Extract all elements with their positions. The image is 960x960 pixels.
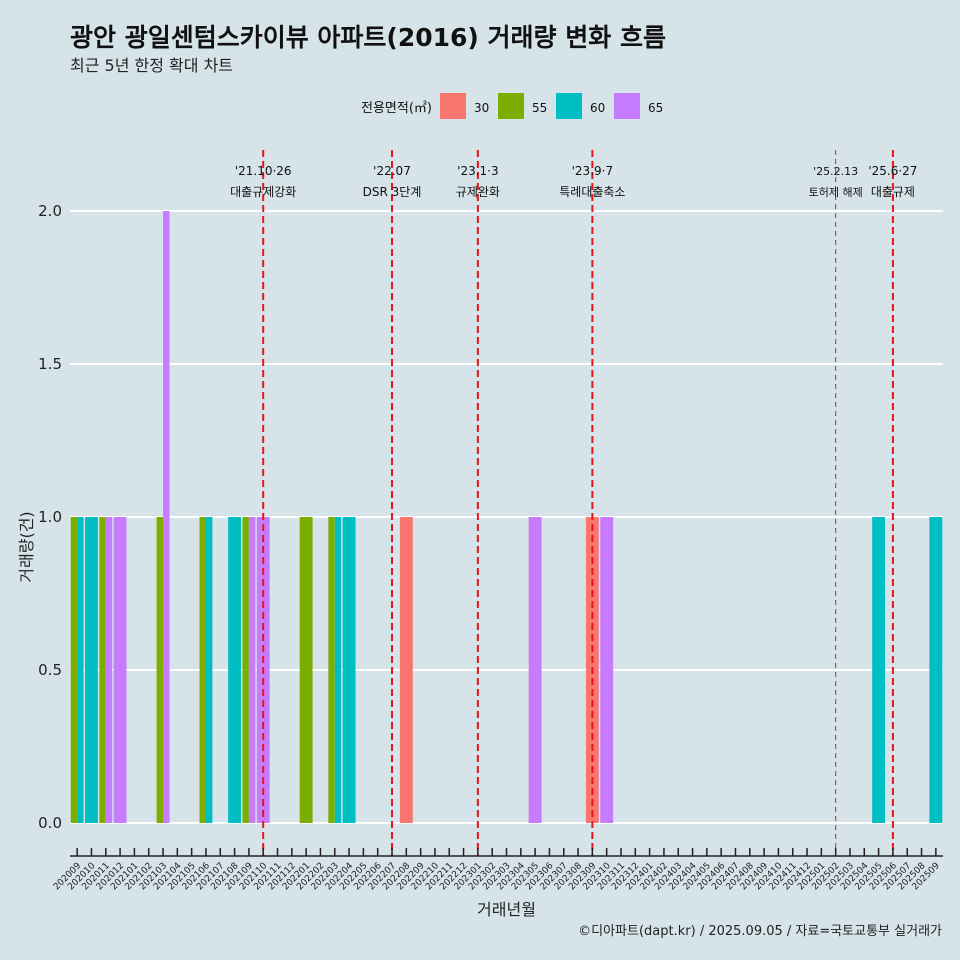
bar-202203-55	[328, 517, 335, 823]
axes: 2020092020102020112020122021012021022021…	[52, 848, 943, 892]
bar-202010-60	[85, 517, 98, 823]
event-date-label: '25.6·27	[868, 164, 917, 178]
y-axis-title: 거래량(건)	[17, 511, 36, 582]
event-date-label: '22.07	[373, 164, 411, 178]
bar-202505-60	[872, 517, 886, 823]
bar-202509-60	[929, 517, 943, 823]
bar-202106-55	[199, 517, 206, 823]
event-name-label: 특례대출축소	[559, 185, 625, 199]
bar-202106-60	[205, 517, 213, 823]
bar-202011-55	[99, 517, 106, 823]
legend-label: 65	[648, 101, 663, 115]
bar-202012-65	[113, 517, 127, 823]
chart-title: 광안 광일센텀스카이뷰 아파트(2016) 거래량 변화 흐름	[70, 23, 666, 52]
y-tick-label: 0.0	[38, 814, 62, 832]
event-date-label: '21.10·26	[235, 164, 292, 178]
legend-key-65	[614, 93, 640, 119]
bar-202103-55	[156, 517, 164, 823]
bar-202108-60	[228, 517, 242, 823]
event-date-label: '23.1·3	[457, 164, 498, 178]
legend-key-55	[498, 93, 524, 119]
bar-202204-60	[342, 517, 356, 823]
source-caption: ©디아파트(dapt.kr) / 2025.09.05 / 자료=국토교통부 실…	[578, 924, 942, 939]
event-name-label: DSR 3단계	[363, 185, 422, 199]
y-tick-label: 2.0	[38, 202, 62, 220]
legend-key-30	[440, 93, 466, 119]
y-tick-label: 0.5	[38, 661, 62, 679]
bar-202109-65	[248, 517, 256, 823]
bar-202201-55	[299, 517, 313, 823]
bar-202305-65	[528, 517, 542, 823]
event-name-label: 토허제 해제	[809, 185, 863, 199]
bar-202009-55	[70, 517, 78, 823]
legend-label: 60	[590, 101, 605, 115]
legend-key-60	[556, 93, 582, 119]
bars	[70, 211, 943, 823]
bar-202208-30	[399, 517, 413, 823]
bar-202109-55	[242, 517, 249, 823]
y-tick-label: 1.0	[38, 508, 62, 526]
legend: 전용면적(㎡) 30 55 60 65	[361, 93, 663, 119]
bar-202203-60	[334, 517, 342, 823]
bar-202009-60	[77, 517, 84, 823]
grid-lines: 0.0 0.5 1.0 1.5 2.0	[38, 202, 943, 832]
legend-title: 전용면적(㎡)	[361, 101, 432, 116]
legend-label: 30	[474, 101, 489, 115]
chart-subtitle: 최근 5년 한정 확대 차트	[70, 56, 234, 75]
legend-label: 55	[532, 101, 547, 115]
event-name-label: 규제완화	[456, 185, 500, 199]
bar-202103-65	[163, 211, 170, 823]
event-date-label: '25.2.13	[813, 165, 858, 178]
x-axis-title: 거래년월	[477, 900, 536, 919]
event-date-label: '23.9·7	[572, 164, 613, 178]
event-name-label: 대출규제	[871, 185, 915, 199]
y-tick-label: 1.5	[38, 355, 62, 373]
bar-202011-65	[105, 517, 113, 823]
event-name-label: 대출규제강화	[230, 185, 296, 199]
event-markers: '21.10·26 대출규제강화 '22.07 DSR 3단계 '23.1·3 규제완화 '…	[230, 150, 917, 856]
bar-202310-65	[600, 517, 614, 823]
